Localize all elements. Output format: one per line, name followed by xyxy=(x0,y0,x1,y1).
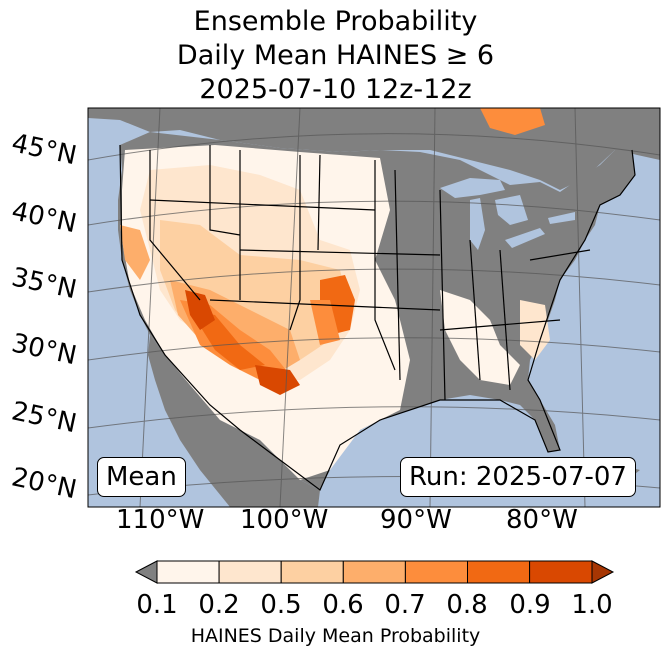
lake-huron xyxy=(495,195,528,225)
run-box: Run: 2025-07-07 xyxy=(400,457,636,497)
prob-0.1-east xyxy=(440,290,520,385)
colorbar-bin-1 xyxy=(156,560,220,584)
title-line-3: 2025-07-10 12z-12z xyxy=(199,74,472,105)
title-line-1: Ensemble Probability xyxy=(193,6,478,37)
colorbar-tick-7: 1.0 xyxy=(571,590,613,620)
prob-0.1-southeast xyxy=(520,300,550,360)
colorbar xyxy=(134,560,615,584)
stat-box: Mean xyxy=(97,457,186,497)
colorbar-bin-3 xyxy=(280,560,344,584)
lake-ontario xyxy=(548,212,575,224)
prob-0.9-az xyxy=(185,290,215,330)
prob-0.2-canada xyxy=(480,108,545,135)
colorbar-bin-5 xyxy=(404,560,468,584)
prob-0.9-tx xyxy=(255,365,300,395)
colorbar-under-arrow xyxy=(134,560,158,584)
mexico-land xyxy=(148,335,320,507)
lon-label-110: 110°W xyxy=(116,505,205,535)
lon-label-100: 100°W xyxy=(240,505,329,535)
colorbar-bin-6 xyxy=(467,560,531,584)
prob-0.5-ca xyxy=(120,225,150,280)
colorbar-bin-7 xyxy=(529,560,593,584)
lake-erie xyxy=(505,228,545,248)
prob-0.7-ks xyxy=(310,300,340,345)
colorbar-tick-0: 0.1 xyxy=(136,590,178,620)
colorbar-tick-2: 0.5 xyxy=(260,590,302,620)
lake-michigan xyxy=(470,198,485,250)
colorbar-tick-1: 0.2 xyxy=(198,590,240,620)
colorbar-tick-4: 0.7 xyxy=(384,590,426,620)
lake-superior xyxy=(440,178,505,198)
colorbar-bin-4 xyxy=(342,560,406,584)
colorbar-tick-5: 0.8 xyxy=(446,590,488,620)
colorbar-label: HAINES Daily Mean Probability xyxy=(190,625,481,647)
colorbar-tick-3: 0.6 xyxy=(322,590,364,620)
lon-label-80: 80°W xyxy=(506,505,578,535)
colorbar-tick-6: 0.9 xyxy=(509,590,551,620)
state-boundaries xyxy=(119,144,636,491)
title-line-2: Daily Mean HAINES ≥ 6 xyxy=(176,40,495,71)
lon-label-90: 90°W xyxy=(380,505,452,535)
colorbar-bin-2 xyxy=(218,560,282,584)
prob-0.8-az xyxy=(190,310,265,370)
colorbar-over-arrow xyxy=(591,560,615,584)
